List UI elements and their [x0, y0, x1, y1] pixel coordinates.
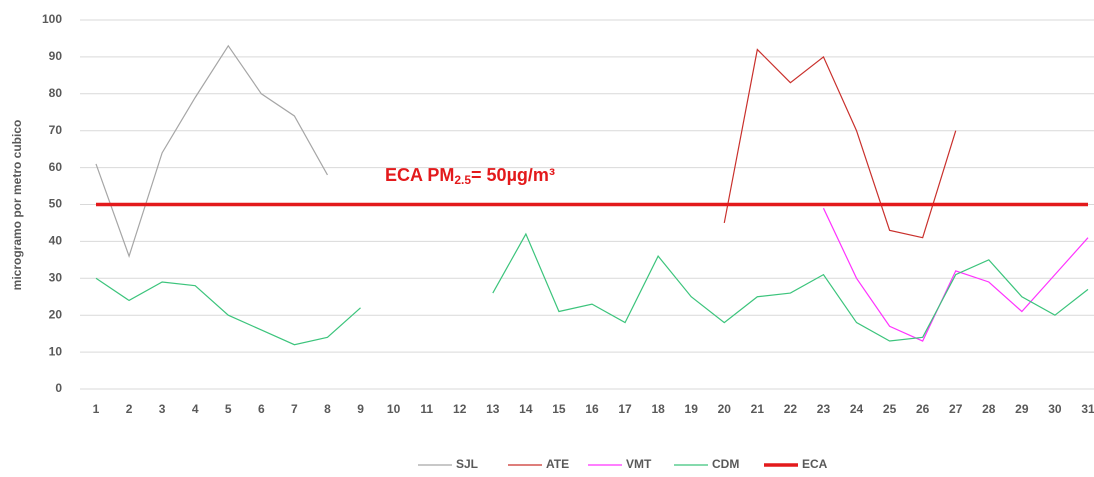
- x-tick-label: 4: [192, 402, 199, 416]
- x-tick-label: 1: [93, 402, 100, 416]
- series-line: [822, 207, 1089, 342]
- y-tick-label: 60: [49, 160, 63, 174]
- y-tick-label: 10: [49, 344, 63, 358]
- y-tick-label: 90: [49, 49, 63, 63]
- x-tick-label: 16: [585, 402, 599, 416]
- x-tick-label: 29: [1015, 402, 1029, 416]
- x-tick-label: 13: [486, 402, 500, 416]
- x-tick-label: 15: [552, 402, 566, 416]
- y-tick-label: 20: [49, 307, 63, 321]
- x-tick-label: 17: [618, 402, 632, 416]
- y-tick-label: 80: [49, 86, 63, 100]
- series-line: [492, 232, 1089, 342]
- annotation-subscript: 2.5: [454, 173, 471, 187]
- y-tick-label: 50: [49, 197, 63, 211]
- x-tick-label: 7: [291, 402, 298, 416]
- x-tick-label: 27: [949, 402, 963, 416]
- x-tick-label: 9: [357, 402, 364, 416]
- x-tick-label: 20: [718, 402, 732, 416]
- x-tick-label: 31: [1081, 402, 1094, 416]
- x-tick-label: 8: [324, 402, 331, 416]
- x-tick-label: 26: [916, 402, 930, 416]
- y-tick-label: 100: [42, 12, 62, 26]
- series-line: [95, 44, 328, 259]
- legend-label: VMT: [626, 457, 652, 471]
- x-tick-label: 24: [850, 402, 864, 416]
- annotation-suffix: = 50µg/m³: [471, 165, 555, 185]
- y-tick-label: 40: [49, 234, 63, 248]
- x-tick-label: 30: [1048, 402, 1062, 416]
- x-tick-label: 5: [225, 402, 232, 416]
- legend-label: ECA: [802, 457, 828, 471]
- series-line: [723, 48, 957, 239]
- series-line: [95, 277, 361, 346]
- y-tick-label: 70: [49, 123, 63, 137]
- annotation: ECA PM2.5= 50µg/m³: [385, 165, 555, 187]
- x-tick-label: 28: [982, 402, 996, 416]
- x-tick-label: 21: [751, 402, 765, 416]
- y-tick-label: 30: [49, 270, 63, 284]
- x-tick-label: 19: [685, 402, 699, 416]
- y-tick-label: 0: [55, 381, 62, 395]
- x-tick-label: 25: [883, 402, 897, 416]
- x-tick-label: 22: [784, 402, 798, 416]
- x-tick-label: 23: [817, 402, 831, 416]
- x-tick-label: 12: [453, 402, 467, 416]
- y-axis-title: microgramo por metro cubico: [10, 120, 24, 291]
- x-tick-label: 3: [159, 402, 166, 416]
- legend-label: CDM: [712, 457, 739, 471]
- legend-label: ATE: [546, 457, 569, 471]
- legend-label: SJL: [456, 457, 478, 471]
- x-tick-label: 10: [387, 402, 401, 416]
- x-tick-label: 11: [420, 402, 433, 416]
- annotation-text: ECA PM: [385, 165, 454, 185]
- x-tick-label: 14: [519, 402, 533, 416]
- x-tick-label: 18: [651, 402, 665, 416]
- x-tick-label: 2: [126, 402, 133, 416]
- x-tick-label: 6: [258, 402, 265, 416]
